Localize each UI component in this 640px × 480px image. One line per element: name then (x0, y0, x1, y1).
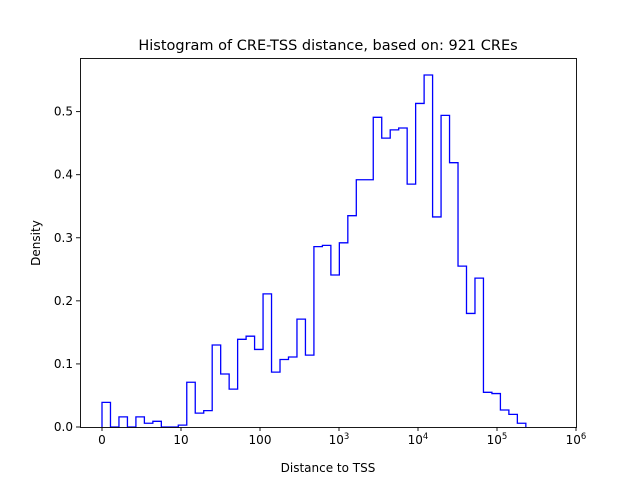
histogram-bin (441, 115, 449, 427)
histogram-bin (458, 266, 466, 427)
histogram-bin (339, 243, 347, 427)
histogram-bin (416, 103, 424, 427)
histogram-bin (348, 216, 356, 427)
histogram-step-line (101, 74, 527, 428)
histogram-bin (407, 184, 415, 427)
histogram-bin (322, 245, 330, 427)
histogram-bin (102, 402, 110, 427)
x-tick-label: 104 (408, 432, 429, 447)
histogram-bin (263, 294, 271, 427)
histogram-bin (204, 411, 212, 427)
y-tick-label: 0.4 (54, 168, 73, 182)
histogram-bin (500, 410, 508, 427)
histogram-bin (297, 319, 305, 427)
histogram-bin (119, 417, 127, 427)
histogram-bin (195, 413, 203, 427)
histogram-bin (280, 360, 288, 427)
x-tick-label: 100 (249, 433, 272, 447)
histogram-bin (399, 128, 407, 427)
histogram-bin (382, 138, 390, 427)
x-tick-label: 105 (487, 432, 508, 447)
histogram-bin (178, 425, 186, 427)
histogram-bin (314, 247, 322, 427)
histogram-bin (356, 180, 364, 427)
histogram-bin (187, 382, 195, 427)
histogram-bin (136, 417, 144, 427)
histogram-bin (305, 355, 313, 427)
histogram-bin (390, 130, 398, 427)
histogram-bin (221, 374, 229, 427)
histogram-bin (517, 423, 525, 427)
histogram-bin (272, 372, 280, 427)
histogram-bin (246, 336, 254, 427)
histogram-bin (509, 414, 517, 427)
histogram-bin (212, 345, 220, 427)
histogram-bin (492, 394, 500, 427)
chart-title: Histogram of CRE-TSS distance, based on:… (138, 38, 517, 54)
y-axis-label: Density (29, 220, 43, 266)
histogram-bin (475, 278, 483, 427)
y-tick-label: 0.3 (54, 231, 73, 245)
x-tick-label: 0 (98, 433, 106, 447)
x-axis-label: Distance to TSS (281, 461, 376, 475)
histogram-bin (229, 389, 237, 427)
histogram-bin (450, 163, 458, 427)
histogram-bin (255, 349, 263, 427)
histogram-bin (288, 357, 296, 427)
histogram-bin (373, 117, 381, 427)
y-tick-label: 0.1 (54, 357, 73, 371)
histogram-bin (433, 217, 441, 427)
y-tick-label: 0.5 (54, 105, 73, 119)
plot-frame (80, 58, 577, 428)
y-tick-label: 0.0 (54, 420, 73, 434)
histogram-bin (365, 180, 373, 427)
histogram-bin (424, 75, 432, 427)
histogram-bin (466, 313, 474, 427)
x-tick-label: 10 (173, 433, 188, 447)
y-tick-label: 0.2 (54, 294, 73, 308)
histogram-bin (238, 339, 246, 427)
histogram-bin (331, 275, 339, 427)
histogram-bin (483, 392, 491, 427)
histogram-bin (144, 423, 152, 427)
x-tick-label: 106 (566, 432, 587, 447)
histogram-bin (153, 421, 161, 427)
x-tick-label: 103 (329, 432, 350, 447)
